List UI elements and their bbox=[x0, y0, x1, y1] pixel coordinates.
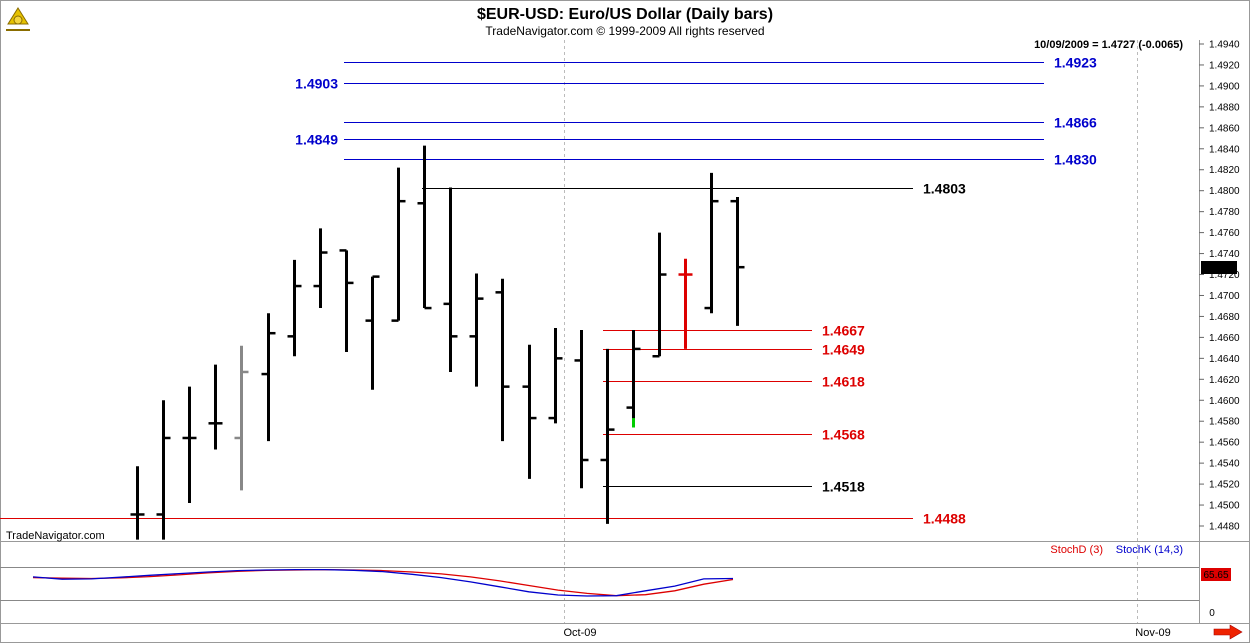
y-tick-label: 1.4620 bbox=[1209, 375, 1240, 386]
ohlc-bar bbox=[600, 348, 615, 524]
y-tick-label: 1.4820 bbox=[1209, 165, 1240, 176]
ohlc-bar bbox=[417, 145, 432, 310]
x-label-nov: Nov-09 bbox=[1135, 627, 1170, 639]
stoch-value-badge bbox=[1201, 568, 1231, 581]
ohlc-bar bbox=[130, 466, 145, 540]
ohlc-bars bbox=[130, 145, 745, 540]
y-tick-label: 1.4520 bbox=[1209, 480, 1240, 491]
level-label: 1.4488 bbox=[923, 511, 966, 527]
y-axis-ticks: 1.4940 1.4920 1.4900 1.4880 1.4860 1.4840 1.48… bbox=[1199, 40, 1240, 533]
stoch-k-legend: StochK (14,3) bbox=[1116, 544, 1183, 556]
ohlc-bar bbox=[469, 273, 484, 387]
level-label: 1.4803 bbox=[923, 181, 966, 197]
ohlc-bar bbox=[339, 249, 354, 353]
y-tick-label: 1.4540 bbox=[1209, 459, 1240, 470]
y-tick-label: 1.4860 bbox=[1209, 123, 1240, 134]
ohlc-bar bbox=[678, 258, 693, 349]
tradenavigator-logo-icon bbox=[6, 7, 30, 31]
y-tick-label: 1.4840 bbox=[1209, 144, 1240, 155]
y-tick-label: 1.4880 bbox=[1209, 102, 1240, 113]
y-tick-label: 1.4920 bbox=[1209, 60, 1240, 71]
last-price-label: 1.4727 bbox=[1204, 263, 1235, 274]
y-tick-label: 1.4780 bbox=[1209, 207, 1240, 218]
stoch-zero-label: 0 bbox=[1209, 608, 1215, 619]
stoch-k-line bbox=[32, 568, 734, 597]
y-tick-label: 1.4480 bbox=[1209, 522, 1240, 533]
level-label: 1.4849 bbox=[295, 132, 338, 148]
ohlc-bar bbox=[730, 196, 745, 326]
support-resistance-levels: 1.4923 1.4903 1.4866 1.4849 1.4830 1.4803 1.46… bbox=[0, 55, 1097, 527]
ohlc-bar bbox=[313, 228, 328, 309]
y-tick-label: 1.4580 bbox=[1209, 417, 1240, 428]
ohlc-bar bbox=[574, 330, 589, 489]
y-tick-label: 1.4900 bbox=[1209, 81, 1240, 92]
stoch-value-label: 65.65 bbox=[1203, 570, 1228, 581]
ohlc-bar bbox=[261, 313, 276, 442]
y-tick-label: 1.4660 bbox=[1209, 333, 1240, 344]
ohlc-bar bbox=[287, 259, 302, 357]
y-tick-label: 1.4680 bbox=[1209, 312, 1240, 323]
y-tick-label: 1.4700 bbox=[1209, 291, 1240, 302]
y-tick-label: 1.4720 bbox=[1209, 270, 1240, 281]
level-label: 1.4618 bbox=[822, 374, 865, 390]
y-tick-label: 1.4760 bbox=[1209, 228, 1240, 239]
y-tick-label: 1.4800 bbox=[1209, 186, 1240, 197]
level-label: 1.4667 bbox=[822, 323, 865, 339]
ohlc-bar bbox=[391, 167, 406, 322]
level-label: 1.4923 bbox=[1054, 55, 1097, 71]
level-label: 1.4903 bbox=[295, 76, 338, 92]
ohlc-bar bbox=[182, 386, 197, 503]
watermark: TradeNavigator.com bbox=[6, 530, 105, 542]
last-bar-info: 10/09/2009 = 1.4727 (-0.0065) bbox=[1034, 39, 1183, 51]
ohlc-bar bbox=[156, 400, 171, 540]
y-tick-label: 1.4500 bbox=[1209, 501, 1240, 512]
ohlc-bar bbox=[208, 364, 223, 450]
last-price-badge bbox=[1201, 261, 1237, 274]
ohlc-bar bbox=[548, 327, 563, 424]
level-label: 1.4649 bbox=[822, 342, 865, 358]
level-label: 1.4568 bbox=[822, 427, 865, 443]
chart-title: $EUR-USD: Euro/US Dollar (Daily bars) bbox=[477, 6, 773, 23]
ohlc-bar bbox=[365, 275, 380, 390]
y-tick-label: 1.4560 bbox=[1209, 438, 1240, 449]
level-label: 1.4866 bbox=[1054, 115, 1097, 131]
y-tick-label: 1.4740 bbox=[1209, 249, 1240, 260]
chart-subtitle: TradeNavigator.com © 1999-2009 All right… bbox=[485, 24, 764, 38]
scroll-right-arrow-icon[interactable] bbox=[1213, 624, 1243, 640]
y-tick-label: 1.4600 bbox=[1209, 396, 1240, 407]
ohlc-bar bbox=[626, 330, 641, 427]
y-tick-label: 1.4940 bbox=[1209, 40, 1240, 51]
y-tick-label: 1.4640 bbox=[1209, 354, 1240, 365]
ohlc-bar bbox=[443, 187, 458, 372]
ohlc-bar bbox=[234, 345, 249, 491]
x-label-oct: Oct-09 bbox=[563, 627, 596, 639]
level-label: 1.4518 bbox=[822, 479, 865, 495]
ohlc-bar bbox=[495, 278, 510, 442]
ohlc-bar bbox=[522, 344, 537, 479]
ohlc-bar bbox=[652, 232, 667, 358]
stoch-d-legend: StochD (3) bbox=[1050, 544, 1103, 556]
level-label: 1.4830 bbox=[1054, 152, 1097, 168]
ohlc-bar bbox=[704, 172, 719, 314]
